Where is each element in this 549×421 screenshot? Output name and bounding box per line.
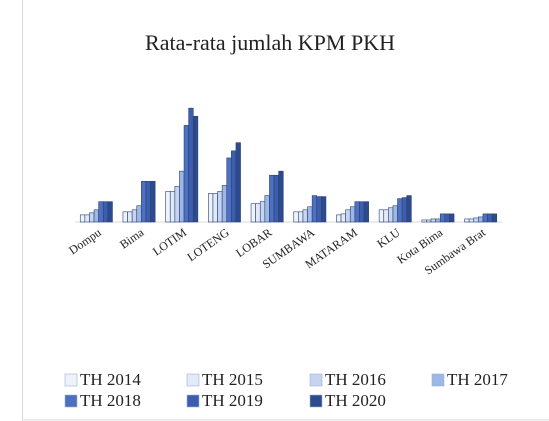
bar bbox=[468, 218, 475, 223]
bar bbox=[478, 216, 484, 223]
x-tick-label: LOTENG bbox=[184, 225, 232, 264]
legend-swatch bbox=[64, 373, 78, 387]
bar bbox=[340, 213, 346, 223]
bar bbox=[259, 201, 266, 223]
bar bbox=[473, 217, 479, 223]
bar bbox=[269, 174, 275, 223]
bar bbox=[278, 170, 284, 223]
legend-swatch bbox=[309, 373, 323, 387]
bar bbox=[255, 203, 261, 223]
bar bbox=[235, 142, 241, 223]
bar bbox=[359, 201, 365, 223]
x-tick-label: LOTIM bbox=[150, 225, 189, 258]
bar bbox=[93, 209, 99, 223]
bar bbox=[302, 209, 308, 223]
bar bbox=[136, 205, 142, 223]
legend-label: TH 2017 bbox=[447, 370, 508, 389]
bar bbox=[221, 185, 228, 223]
bar bbox=[169, 191, 176, 223]
bar bbox=[406, 195, 412, 223]
bar bbox=[250, 203, 256, 223]
bar bbox=[264, 195, 270, 223]
bar bbox=[321, 196, 327, 223]
legend-label: TH 2018 bbox=[80, 391, 141, 410]
bar bbox=[435, 218, 441, 223]
bar bbox=[293, 211, 299, 223]
bar bbox=[388, 207, 394, 223]
bar bbox=[363, 201, 369, 223]
bar bbox=[392, 205, 398, 223]
bar bbox=[188, 107, 194, 223]
bar bbox=[231, 150, 237, 223]
bar bbox=[102, 201, 109, 223]
bar bbox=[84, 214, 90, 223]
bar bbox=[449, 213, 455, 223]
bar bbox=[165, 191, 171, 223]
bar bbox=[141, 181, 147, 223]
bar bbox=[98, 201, 104, 223]
bar bbox=[311, 195, 318, 223]
bar bbox=[145, 181, 151, 223]
bar bbox=[421, 219, 427, 223]
bar bbox=[439, 213, 446, 223]
bar bbox=[226, 157, 232, 223]
bar bbox=[336, 214, 342, 223]
bar bbox=[345, 209, 351, 223]
bar bbox=[354, 201, 360, 223]
legend-label: TH 2016 bbox=[325, 370, 386, 389]
bar bbox=[482, 213, 488, 223]
bar bbox=[464, 218, 470, 223]
bar bbox=[307, 206, 313, 223]
bar bbox=[316, 196, 322, 223]
bar bbox=[378, 209, 385, 223]
bar bbox=[217, 191, 223, 223]
legend-swatch bbox=[64, 394, 78, 408]
legend-swatch bbox=[186, 373, 200, 387]
legend-swatch bbox=[309, 394, 323, 408]
bar bbox=[174, 186, 180, 223]
bar bbox=[179, 170, 185, 223]
bar bbox=[150, 181, 156, 223]
bar bbox=[401, 197, 408, 223]
bar bbox=[89, 212, 95, 223]
bar bbox=[397, 198, 403, 223]
legend-label: TH 2019 bbox=[202, 391, 263, 410]
bar bbox=[131, 209, 138, 223]
bar bbox=[183, 125, 189, 223]
legend-swatch bbox=[186, 394, 200, 408]
bar bbox=[487, 213, 493, 223]
bar bbox=[349, 206, 356, 223]
x-tick-label: Bima bbox=[117, 225, 147, 252]
legend-label: TH 2014 bbox=[80, 370, 141, 389]
bar bbox=[212, 193, 218, 223]
bar bbox=[107, 201, 113, 223]
bar bbox=[122, 211, 128, 223]
x-tick-label: Dompu bbox=[66, 225, 104, 257]
bar bbox=[298, 211, 304, 223]
legend-swatch bbox=[431, 373, 445, 387]
bar bbox=[430, 218, 436, 223]
bar bbox=[383, 209, 389, 223]
bar bbox=[208, 193, 214, 223]
chart-frame bbox=[22, 0, 549, 421]
bar bbox=[127, 211, 133, 223]
legend-label: TH 2020 bbox=[325, 391, 386, 410]
bar bbox=[491, 213, 498, 223]
bar bbox=[192, 115, 199, 223]
bar bbox=[444, 213, 450, 223]
bar bbox=[273, 174, 279, 223]
x-tick-label: KLU bbox=[374, 225, 403, 251]
chart-title: Rata-rata jumlah KPM PKH bbox=[145, 30, 395, 55]
bar bbox=[79, 214, 86, 223]
bar bbox=[426, 219, 432, 223]
legend-label: TH 2015 bbox=[202, 370, 263, 389]
